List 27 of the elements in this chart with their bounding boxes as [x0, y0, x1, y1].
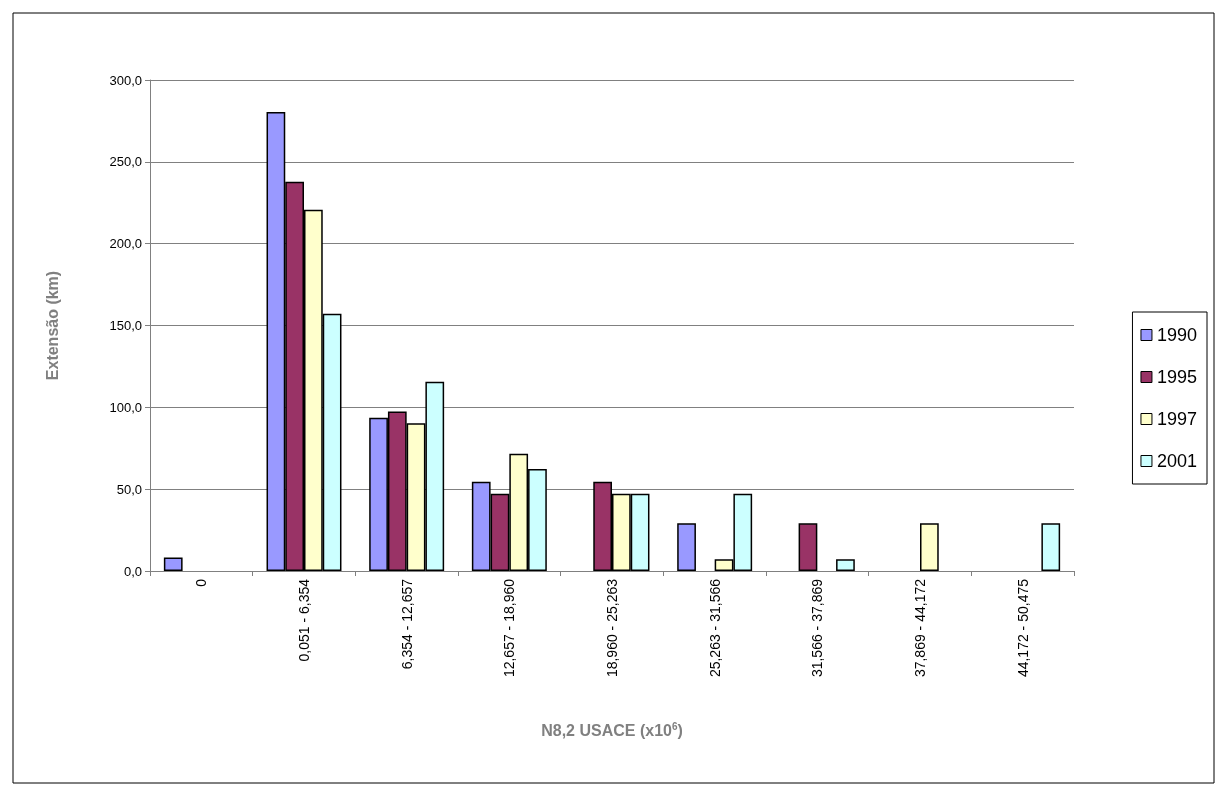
y-tick-label: 200,0	[109, 236, 142, 252]
y-tick-label: 300,0	[109, 72, 142, 88]
x-tick-label: 37,869 - 44,172	[912, 578, 928, 678]
y-tick-label: 100,0	[109, 399, 142, 415]
legend-label: 1990	[1156, 325, 1197, 345]
x-tick-label: 18,960 - 25,263	[604, 578, 620, 678]
y-tick-label: 0,0	[123, 563, 142, 579]
x-tick-label: 31,566 - 37,869	[809, 578, 826, 678]
bar	[163, 557, 183, 571]
x-tick-label: 6,354 - 12,657	[398, 578, 415, 670]
x-tick-label: 25,263 - 31,566	[706, 578, 723, 678]
y-axis-title: Extensão (km)	[43, 270, 61, 381]
y-tick-label: 250,0	[109, 154, 142, 170]
bar	[836, 559, 855, 571]
x-tick-label: 44,172 - 50,475	[1014, 578, 1031, 678]
legend-label: 1995	[1156, 367, 1197, 387]
legend-label: 2001	[1156, 451, 1197, 471]
bar	[798, 523, 818, 571]
x-tick-label: 12,657 - 18,960	[501, 578, 518, 678]
bar	[1041, 523, 1061, 571]
y-tick-label: 150,0	[109, 318, 142, 333]
y-tick-label: 50,0	[116, 481, 142, 497]
bar	[920, 523, 939, 571]
legend-label: 1997	[1156, 409, 1197, 429]
x-tick-label: 0,051 - 6,354	[296, 578, 312, 662]
x-tick-label: 0	[193, 578, 210, 587]
bar	[677, 523, 696, 571]
